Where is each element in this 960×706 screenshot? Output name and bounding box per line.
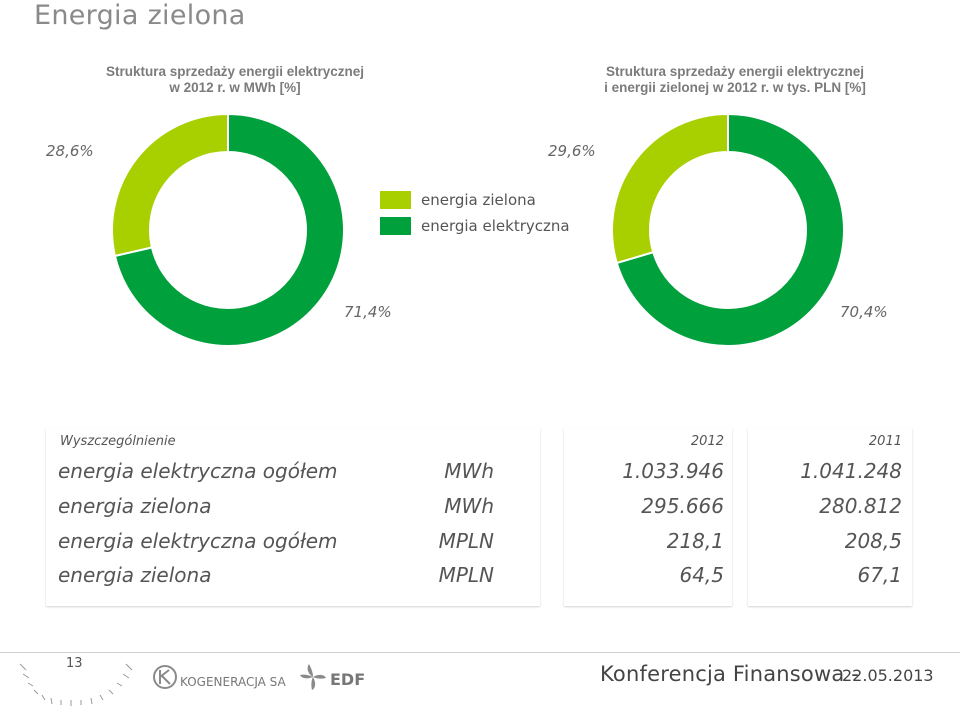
data-table: Wyszczególnienie 2012 2011 energia elekt… (46, 428, 912, 606)
row-unit: MWh (444, 459, 494, 483)
header-2011: 2011 (868, 434, 902, 449)
slice-energia-zielona (111, 112, 229, 258)
edf-logo-icon (300, 664, 326, 690)
footer-divider (0, 652, 960, 653)
chart-legend: energia zielona energia elektryczna (380, 187, 570, 239)
page-number-dial-icon (19, 663, 133, 706)
legend-item-electric: energia elektryczna (380, 213, 570, 239)
left-electric-pct-label: 71,4% (344, 303, 392, 321)
left-donut-chart (111, 112, 345, 347)
left-subtitle-line2: w 2012 r. w MWh [%] (169, 80, 301, 95)
slice-energia-elektryczna (113, 112, 345, 347)
slice-energia-elektryczna (615, 112, 845, 347)
row-value-2011: 1.041.248 (800, 459, 902, 483)
kogeneracja-logo-text: KOGENERACJA SA (180, 675, 286, 689)
right-electric-pct-label: 70,4% (840, 303, 888, 321)
row-value-2011: 208,5 (844, 529, 902, 553)
left-subtitle-line1: Struktura sprzedaży energii elektrycznej (105, 64, 365, 79)
conference-title: Konferencja Finansowa - (600, 662, 860, 686)
row-value-2011: 280.812 (819, 494, 902, 518)
page-title: Energia zielona (34, 0, 246, 31)
left-green-pct-label: 28,6% (46, 142, 94, 160)
row-item: energia zielona (58, 563, 212, 587)
left-chart-subtitle: Struktura sprzedaży energii elektrycznej… (60, 64, 410, 96)
row-value-2012: 295.666 (641, 494, 724, 518)
row-unit: MPLN (438, 529, 494, 553)
conference-date: 22.05.2013 (842, 666, 934, 685)
table-panel-2011 (748, 428, 912, 606)
table-panel-2012 (564, 428, 732, 606)
legend-label-green: energia zielona (421, 191, 536, 209)
header-item: Wyszczególnienie (60, 434, 176, 449)
legend-swatch-electric (380, 217, 411, 235)
right-donut-chart (611, 112, 845, 347)
legend-label-electric: energia elektryczna (421, 217, 570, 235)
row-value-2012: 64,5 (679, 563, 724, 587)
table-panel-items (46, 428, 540, 606)
row-unit: MPLN (438, 563, 494, 587)
header-2012: 2012 (690, 434, 724, 449)
edf-logo-text: EDF (330, 670, 366, 689)
row-value-2011: 67,1 (857, 563, 902, 587)
right-green-pct-label: 29,6% (548, 142, 596, 160)
legend-swatch-green (380, 191, 411, 209)
row-value-2012: 218,1 (666, 529, 724, 553)
page-number: 13 (66, 656, 83, 671)
right-subtitle-line1: Struktura sprzedaży energii elektrycznej (605, 64, 865, 79)
row-item: energia elektryczna ogółem (58, 459, 338, 483)
slice-energia-zielona (611, 112, 729, 265)
row-unit: MWh (444, 494, 494, 518)
right-subtitle-line2: i energii zielonej w 2012 r. w tys. PLN … (604, 80, 866, 95)
row-item: energia elektryczna ogółem (58, 529, 338, 553)
row-item: energia zielona (58, 494, 212, 518)
right-chart-subtitle: Struktura sprzedaży energii elektrycznej… (540, 64, 930, 96)
kogeneracja-logo-icon (153, 665, 177, 689)
legend-item-green: energia zielona (380, 187, 570, 213)
row-value-2012: 1.033.946 (622, 459, 724, 483)
